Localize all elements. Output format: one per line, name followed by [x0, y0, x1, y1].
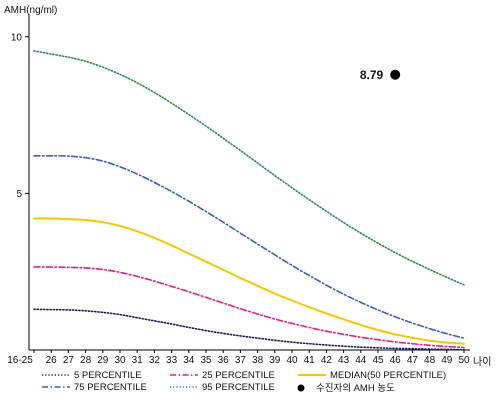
x-tick-label: 31: [132, 355, 144, 366]
x-tick-label: 43: [338, 355, 350, 366]
legend-label-75-percentile: 75 PERCENTILE: [74, 382, 147, 393]
x-tick-label: 44: [355, 355, 367, 366]
patient-amh-value-label: 8.79: [360, 68, 384, 82]
x-tick-label: 26: [46, 355, 58, 366]
chart-series-lines: [33, 50, 465, 351]
y-tick-label: 5: [16, 189, 22, 200]
x-tick-label: 34: [183, 355, 195, 366]
legend-label-median-50-percentile: MEDIAN(50 PERCENTILE): [330, 370, 446, 381]
patient-amh-point: [390, 69, 401, 80]
series-line-95-percentile: [33, 50, 465, 286]
x-tick-label: 47: [407, 355, 419, 366]
x-axis-title: 나이: [473, 356, 491, 368]
x-tick-label: 50: [458, 355, 470, 366]
x-tick-label: 46: [390, 355, 402, 366]
x-tick-label: 29: [97, 355, 109, 366]
x-tick-label: 35: [200, 355, 212, 366]
x-tick-label: 32: [149, 355, 161, 366]
y-tick-label: 10: [11, 32, 23, 43]
x-tick-label: 49: [441, 355, 453, 366]
x-tick-label: 37: [235, 355, 247, 366]
x-tick-label: 36: [218, 355, 230, 366]
chart-ticks: 5 10 16-25 26 27 28 29 30 31 32 33 34 35 36 37 38 39 40 41…: [7, 32, 470, 366]
x-tick-label: 33: [166, 355, 178, 366]
legend-swatch-patient-point: [297, 384, 305, 392]
legend-label-patient-point: 수진자의 AMH 농도: [316, 383, 395, 394]
legend-label-25-percentile: 25 PERCENTILE: [202, 370, 275, 381]
series-line-25-percentile: [33, 266, 465, 349]
x-tick-label: 41: [304, 355, 316, 366]
x-tick-label: 38: [252, 355, 264, 366]
x-tick-label: 48: [424, 355, 436, 366]
series-line-75-percentile: [33, 155, 465, 339]
x-tick-label: 28: [80, 355, 92, 366]
series-line-5-percentile: [33, 308, 465, 351]
patient-marker-group: 8.79: [360, 68, 401, 82]
x-tick-label: 16-25: [7, 355, 33, 366]
series-line-median-50-percentile: [33, 217, 465, 345]
legend-label-95-percentile: 95 PERCENTILE: [202, 382, 275, 393]
x-tick-label: 40: [286, 355, 298, 366]
x-tick-label: 30: [114, 355, 126, 366]
y-axis-title: AMH(ng/ml): [4, 5, 57, 16]
legend-label-5-percentile: 5 PERCENTILE: [74, 370, 142, 381]
x-tick-label: 27: [63, 355, 75, 366]
x-tick-label: 42: [321, 355, 333, 366]
x-tick-label: 45: [372, 355, 384, 366]
chart-axes: AMH(ng/ml) 나이: [4, 5, 491, 368]
chart-legend: 5 PERCENTILE 25 PERCENTILE MEDIAN(50 PERCE…: [42, 370, 446, 394]
x-tick-label: 39: [269, 355, 281, 366]
